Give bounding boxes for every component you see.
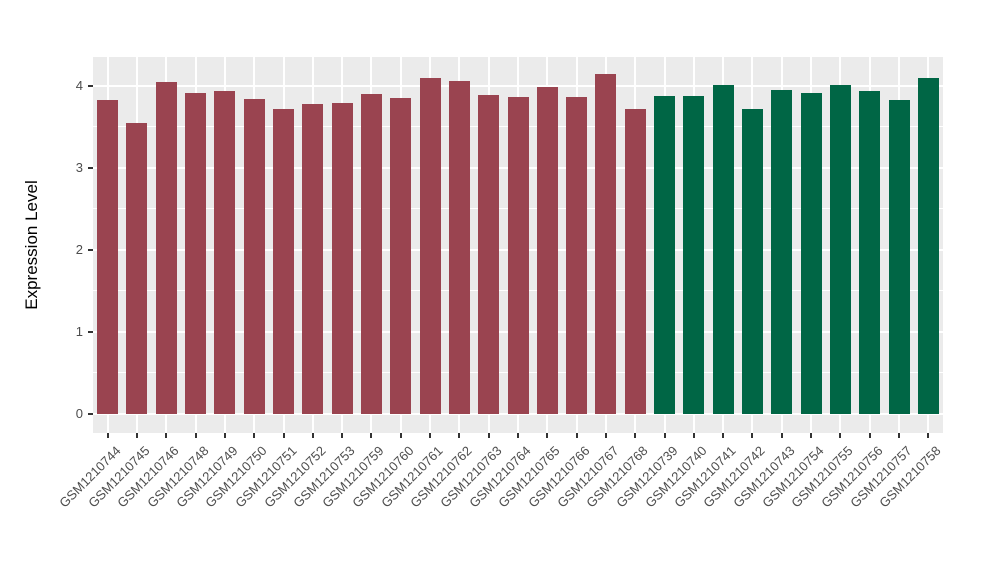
x-tick-mark	[135, 433, 138, 438]
bar	[155, 82, 177, 414]
x-tick-mark	[692, 433, 695, 438]
y-tick-mark	[88, 413, 93, 415]
x-tick-mark	[311, 433, 314, 438]
x-tick-mark	[106, 433, 109, 438]
x-tick-mark	[517, 433, 519, 438]
bar	[302, 103, 324, 414]
x-tick-mark	[194, 433, 197, 438]
y-axis-title: Expression Level	[22, 180, 41, 310]
x-tick-mark	[165, 433, 168, 438]
bar	[331, 102, 353, 414]
x-tick-mark	[575, 433, 578, 438]
y-tick-mark	[88, 84, 93, 87]
x-tick-mark	[487, 433, 490, 438]
bar	[214, 91, 236, 414]
x-tick-mark	[370, 433, 373, 438]
bar	[800, 92, 822, 414]
x-tick-mark	[663, 433, 666, 438]
y-tick-mark	[88, 248, 93, 251]
bar	[624, 109, 646, 414]
bar	[683, 96, 705, 414]
x-tick-mark	[458, 433, 461, 438]
x-tick-mark	[399, 433, 402, 438]
bar	[273, 109, 295, 414]
bar	[859, 91, 881, 414]
bar	[741, 109, 763, 414]
y-tick-mark	[88, 166, 93, 169]
bar	[507, 97, 529, 414]
bar	[566, 97, 588, 414]
bar	[97, 99, 119, 414]
x-tick-mark	[223, 433, 226, 438]
x-tick-mark	[898, 433, 901, 438]
x-tick-mark	[604, 433, 607, 438]
x-tick-mark	[634, 433, 637, 438]
y-tick-label: 0	[75, 406, 83, 421]
plot-panel	[93, 57, 943, 433]
bar	[536, 87, 558, 414]
bar	[478, 94, 500, 414]
x-tick-mark	[429, 433, 432, 438]
bar	[185, 92, 207, 414]
y-tick-label: 3	[75, 159, 83, 175]
bar	[829, 84, 851, 414]
x-tick-mark	[722, 433, 725, 438]
x-tick-mark	[253, 433, 256, 438]
bar	[595, 74, 617, 414]
bar	[390, 97, 412, 414]
x-tick-mark	[780, 433, 783, 438]
x-tick-mark	[341, 433, 344, 438]
bar	[243, 98, 265, 414]
y-tick-mark	[88, 330, 93, 333]
bar	[360, 93, 382, 414]
x-tick-mark	[546, 433, 549, 438]
bar	[917, 78, 939, 414]
y-tick-label: 4	[75, 77, 83, 93]
bar	[419, 78, 441, 414]
bar	[448, 80, 470, 414]
x-tick-mark	[282, 433, 285, 438]
bar	[771, 89, 793, 414]
y-tick-label: 2	[75, 241, 83, 257]
x-tick-mark	[751, 433, 754, 438]
y-tick-label: 1	[75, 323, 83, 339]
x-tick-mark	[868, 433, 871, 438]
x-tick-mark	[839, 433, 842, 438]
bar	[888, 100, 910, 414]
bar	[654, 96, 676, 414]
x-tick-mark	[810, 433, 813, 438]
bar	[712, 84, 734, 414]
x-tick-mark	[927, 433, 930, 438]
bar	[126, 123, 148, 414]
